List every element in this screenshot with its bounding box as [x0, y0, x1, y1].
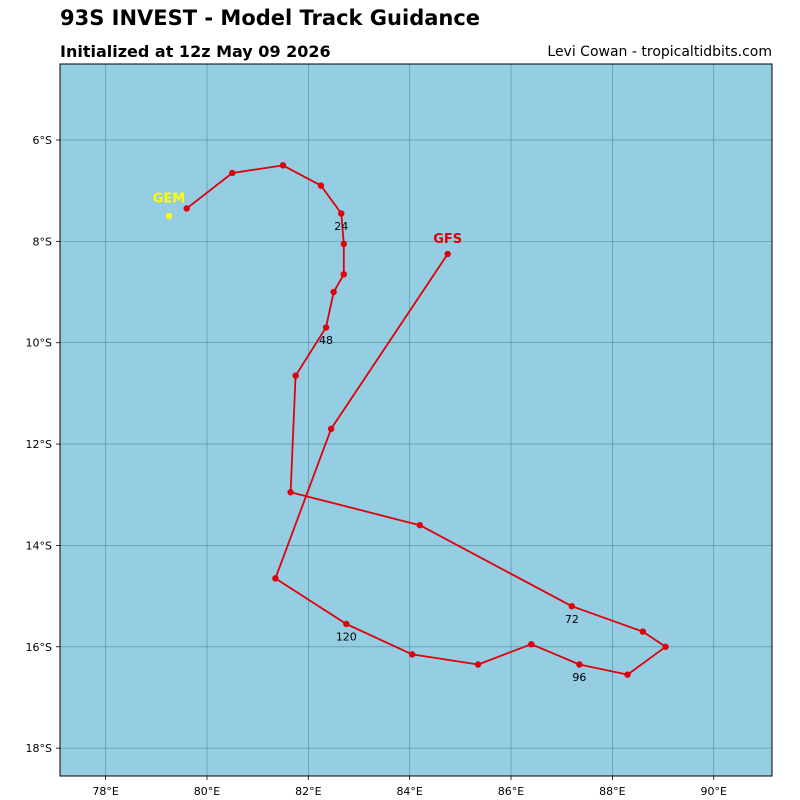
gfs-track-point [474, 661, 482, 668]
gfs-track-point [343, 620, 350, 628]
gfs-track-point [322, 324, 330, 331]
gfs-track-point [287, 489, 294, 496]
forecast-hour-label: 120 [336, 631, 357, 644]
gfs-track-point [338, 210, 345, 217]
gfs-track-point [340, 271, 347, 278]
tick-label-lat: 16°S [26, 641, 52, 654]
forecast-hour-label: 96 [572, 671, 586, 684]
tick-label-lon: 84°E [396, 785, 422, 798]
forecast-hour-label: 48 [319, 334, 333, 347]
model-tracks [165, 162, 669, 678]
gfs-track-point [639, 628, 646, 635]
gfs-track-point [330, 288, 337, 296]
gfs-track-point [327, 425, 335, 433]
gfs-track-point [408, 651, 416, 658]
gfs-track-point [292, 372, 299, 379]
page-title: 93S INVEST - Model Track Guidance [60, 6, 481, 30]
gfs-track-point [576, 661, 583, 668]
gfs-track-point [279, 162, 287, 169]
gfs-track-point [272, 575, 279, 582]
gfs-track-line [186, 164, 667, 676]
gfs-track-point [183, 205, 190, 212]
gfs-track-point [229, 169, 236, 177]
tick-label-lat: 10°S [26, 337, 52, 350]
tick-label-lon: 82°E [295, 785, 321, 798]
tick-label-lon: 78°E [92, 785, 118, 798]
gfs-track-point [662, 643, 669, 650]
gfs-track-point [416, 521, 424, 529]
forecast-hour-labels: 24 48 72 96 120 [319, 220, 586, 684]
model-name-labels: GFS GEM [153, 191, 462, 247]
tick-label-lon: 88°E [599, 785, 625, 798]
gfs-track-point [444, 250, 451, 258]
tick-label-lon: 90°E [700, 785, 726, 798]
axis-ticks: 78°E 80°E 82°E 84°E 86°E 88°E 90°E 6°S 8°S 10°S 12… [26, 134, 727, 798]
gfs-track-point [528, 641, 535, 648]
tick-label-lat: 8°S [33, 235, 52, 248]
gfs-track-point [568, 603, 576, 610]
credit-text: Levi Cowan - tropicaltidbits.com [547, 44, 772, 60]
tick-label-lat: 14°S [26, 539, 52, 552]
gfs-model-label: GFS [433, 232, 462, 247]
ocean-background [60, 64, 772, 776]
lat-lon-grid [60, 64, 772, 776]
gfs-track-point [317, 182, 325, 189]
gem-track-point [165, 212, 173, 220]
forecast-hour-label: 24 [334, 220, 348, 233]
tick-label-lon: 86°E [498, 785, 524, 798]
forecast-hour-label: 72 [565, 613, 579, 626]
tick-label-lat: 12°S [26, 438, 52, 451]
gfs-track-point [340, 240, 347, 248]
tick-label-lat: 6°S [33, 134, 52, 147]
gem-model-label: GEM [153, 191, 186, 206]
tick-label-lat: 18°S [26, 742, 52, 755]
tick-label-lon: 80°E [194, 785, 220, 798]
map-frame [59, 63, 773, 777]
init-subtitle: Initialized at 12z May 09 2026 [60, 42, 331, 61]
gfs-track-point [624, 671, 631, 678]
